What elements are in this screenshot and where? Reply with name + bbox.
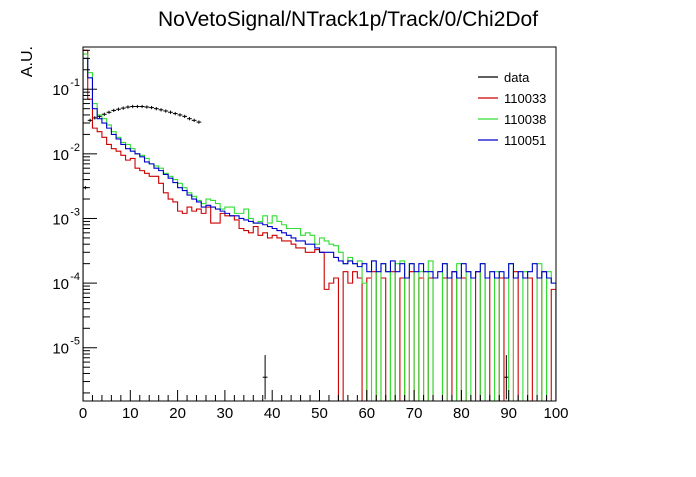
- legend: data 110033 110038 110051: [478, 70, 546, 148]
- legend-entry: 110051: [478, 133, 546, 148]
- x-tick-label: 0: [79, 405, 87, 422]
- y-tick-exponent: -2: [70, 142, 80, 154]
- data-point: [191, 118, 197, 122]
- data-point: [182, 114, 188, 119]
- data-point: [158, 108, 164, 112]
- x-tick-label: 40: [264, 405, 281, 422]
- data-point: [172, 111, 178, 116]
- data-point: [101, 112, 107, 116]
- legend-label: 110051: [504, 133, 546, 148]
- x-tick-label: 20: [169, 405, 186, 422]
- data-point: [168, 110, 173, 114]
- data-point: [92, 116, 98, 120]
- data-point: [87, 118, 93, 122]
- y-tick-base: 10: [52, 82, 69, 99]
- data-point: [153, 107, 159, 111]
- data-point: [106, 110, 112, 114]
- plot-area: [83, 49, 556, 401]
- data-point: [262, 355, 268, 400]
- legend-label: data: [504, 70, 530, 85]
- y-tick-label: 10: [52, 82, 69, 99]
- y-tick-label: 10: [52, 211, 69, 228]
- series-line-110051: [83, 57, 556, 401]
- y-tick-exponent: -1: [70, 77, 80, 89]
- data-point: [503, 355, 509, 400]
- data-point: [120, 106, 126, 110]
- series-layer: [83, 49, 556, 401]
- legend-entry: 110033: [478, 91, 546, 106]
- y-tick-label: 10: [52, 341, 69, 358]
- y-axis-label: A.U.: [19, 46, 36, 77]
- chart-title: NoVetoSignal/NTrack1p/Track/0/Chi2Dof: [158, 8, 538, 31]
- data-point: [130, 104, 136, 109]
- data-point: [196, 120, 202, 124]
- data-point: [111, 108, 117, 113]
- data-point: [163, 109, 169, 113]
- y-tick-label: 10: [52, 276, 69, 293]
- legend-label: 110038: [504, 112, 546, 127]
- data-point: [116, 107, 121, 111]
- x-tick-label: 80: [453, 405, 470, 422]
- x-tick-label: 30: [217, 405, 234, 422]
- data-point: [149, 105, 154, 110]
- y-tick-base: 10: [52, 147, 69, 164]
- x-tick-label: 60: [358, 405, 375, 422]
- data-point: [125, 105, 131, 109]
- data-point: [177, 113, 183, 117]
- y-tick-exponent: -3: [70, 206, 80, 218]
- x-tick-label: 100: [543, 405, 568, 422]
- x-tick-label: 70: [406, 405, 423, 422]
- data-point: [135, 104, 140, 109]
- y-tick-exponent: -5: [70, 336, 80, 348]
- y-tick-exponent: -4: [70, 271, 80, 283]
- legend-label: 110033: [504, 91, 546, 106]
- data-point: [139, 104, 145, 109]
- x-tick-label: 10: [122, 405, 139, 422]
- y-tick-base: 10: [52, 341, 69, 358]
- legend-entry: 110038: [478, 112, 546, 127]
- data-point: [144, 105, 150, 109]
- x-tick-label: 50: [311, 405, 328, 422]
- y-tick-base: 10: [52, 211, 69, 228]
- data-point: [187, 117, 192, 121]
- x-tick-label: 90: [500, 405, 517, 422]
- y-tick-label: 10: [52, 147, 69, 164]
- axes-layer: 0 10 20 30 40 50 60 70 80 90 10010-510-410-310-210…: [52, 49, 569, 422]
- legend-entry: data: [478, 70, 530, 85]
- y-tick-base: 10: [52, 276, 69, 293]
